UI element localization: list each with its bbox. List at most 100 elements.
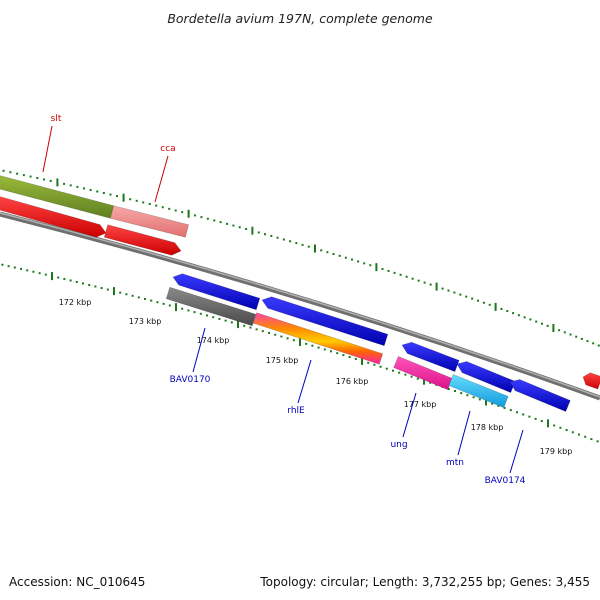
outer-ruler-minor-tick [116, 195, 119, 198]
inner-ruler-minor-tick [181, 307, 184, 310]
inner-ruler-minor-tick [249, 326, 252, 329]
inner-ruler-major-tick [361, 356, 363, 365]
outer-ruler-minor-tick [213, 219, 216, 222]
inner-ruler-minor-tick [534, 417, 537, 420]
gene-label-rhle[interactable]: rhlE [287, 406, 305, 416]
outer-ruler-minor-tick [9, 171, 12, 174]
outer-ruler-minor-tick [257, 231, 260, 234]
inner-ruler-minor-tick [385, 367, 388, 370]
map-title: Bordetella avium 197N, complete genome [167, 11, 433, 26]
inner-ruler-minor-tick [478, 398, 481, 401]
inner-ruler-minor-tick [460, 392, 463, 395]
gene-feature-slt[interactable] [0, 175, 115, 219]
gene-feature-rhle[interactable] [252, 312, 384, 365]
inner-ruler-minor-tick [274, 333, 277, 336]
inner-ruler-minor-tick [230, 321, 233, 324]
outer-ruler-minor-tick [575, 335, 578, 338]
outer-ruler-minor-tick [417, 279, 420, 282]
inner-ruler-minor-tick [553, 424, 556, 427]
accession-text: Accession: NC_010645 [9, 575, 145, 589]
inner-ruler-minor-tick [323, 348, 326, 351]
gene-label-bav0170[interactable]: BAV0170 [170, 375, 211, 385]
outer-ruler-minor-tick [49, 179, 52, 182]
outer-ruler-minor-tick [381, 268, 384, 271]
outer-ruler-major-tick [251, 226, 254, 235]
leader-line-ung [402, 392, 417, 438]
outer-ruler-major-tick [435, 282, 438, 291]
outer-ruler-minor-tick [29, 175, 32, 178]
outer-ruler-minor-tick [357, 260, 360, 263]
gene-feature-bav0170[interactable] [165, 286, 257, 327]
inner-ruler-minor-tick [75, 280, 78, 283]
scale-label-178-kbp: 178 kbp [471, 423, 504, 432]
outer-ruler-minor-tick [338, 254, 341, 257]
outer-ruler-minor-tick [344, 256, 347, 259]
gene-feature-unnamed-2[interactable] [0, 196, 107, 238]
gene-label-ung[interactable]: ung [390, 440, 407, 450]
inner-ruler-minor-tick [13, 266, 16, 269]
gene-feature-unnamed-9[interactable] [401, 341, 460, 372]
gene-label-mtn[interactable]: mtn [446, 458, 464, 468]
inner-ruler-minor-tick [131, 294, 134, 297]
outer-ruler-minor-tick [586, 340, 589, 343]
inner-ruler-minor-tick [268, 331, 270, 334]
leader-line-slt [42, 125, 53, 173]
outer-ruler-minor-tick [597, 344, 600, 347]
outer-ruler-minor-tick [477, 299, 480, 302]
inner-ruler-minor-tick [286, 337, 289, 340]
inner-ruler-minor-tick [311, 344, 314, 347]
gene-feature-unnamed-4[interactable] [582, 372, 600, 390]
gene-feature-mtn[interactable] [448, 374, 509, 408]
inner-ruler-minor-tick [466, 394, 469, 397]
gene-feature-unnamed-3[interactable] [103, 224, 182, 256]
scale-label-172-kbp: 172 kbp [59, 298, 92, 307]
inner-ruler-minor-tick [392, 369, 394, 372]
inner-ruler-minor-tick [354, 357, 357, 360]
outer-ruler-minor-tick [387, 269, 390, 272]
backbone-highlight [0, 212, 600, 398]
gene-feature-bav0174[interactable] [509, 379, 571, 412]
outer-ruler-minor-tick [206, 217, 209, 220]
inner-ruler-minor-tick [44, 273, 47, 276]
outer-ruler-minor-tick [326, 251, 329, 254]
outer-ruler-minor-tick [226, 222, 229, 225]
scale-label-177-kbp: 177 kbp [404, 400, 437, 409]
outer-ruler-minor-tick [307, 245, 310, 248]
inner-ruler-minor-tick [379, 365, 382, 368]
inner-ruler-major-tick [113, 287, 115, 296]
gene-label-bav0174[interactable]: BAV0174 [485, 476, 526, 486]
outer-ruler-minor-tick [96, 190, 99, 193]
outer-ruler-minor-tick [245, 227, 248, 230]
inner-ruler-minor-tick [472, 396, 475, 399]
inner-ruler-major-tick [547, 419, 549, 428]
outer-ruler-minor-tick [155, 204, 158, 207]
outer-ruler-minor-tick [232, 224, 235, 227]
gene-feature-ung[interactable] [393, 356, 453, 390]
inner-ruler-minor-tick [305, 342, 308, 345]
gene-label-cca[interactable]: cca [160, 144, 175, 154]
inner-ruler-minor-tick [255, 328, 258, 331]
outer-ruler-minor-tick [592, 342, 595, 345]
inner-ruler-minor-tick [1, 263, 4, 266]
outer-ruler-major-tick [494, 302, 497, 311]
gene-feature-cca[interactable] [110, 205, 189, 238]
inner-ruler-minor-tick [559, 426, 562, 429]
inner-ruler-minor-tick [162, 302, 165, 305]
inner-ruler-minor-tick [292, 339, 295, 342]
inner-ruler-minor-tick [416, 377, 419, 380]
inner-ruler-minor-tick [243, 324, 246, 327]
inner-ruler-minor-tick [100, 287, 103, 290]
gene-label-slt[interactable]: slt [51, 114, 62, 124]
inner-ruler-minor-tick [398, 371, 401, 374]
gene-feature-unnamed-7[interactable] [261, 296, 389, 347]
outer-ruler-minor-tick [535, 320, 538, 323]
leader-line-cca [154, 155, 169, 203]
scale-label-179-kbp: 179 kbp [540, 447, 573, 456]
outer-ruler-minor-tick [447, 289, 450, 292]
inner-ruler-minor-tick [106, 288, 109, 291]
outer-ruler-minor-tick [517, 314, 520, 317]
inner-ruler-minor-tick [94, 285, 97, 288]
gene-feature-unnamed-5[interactable] [172, 273, 261, 311]
inner-ruler-minor-tick [336, 352, 339, 355]
inner-ruler-minor-tick [168, 304, 171, 307]
